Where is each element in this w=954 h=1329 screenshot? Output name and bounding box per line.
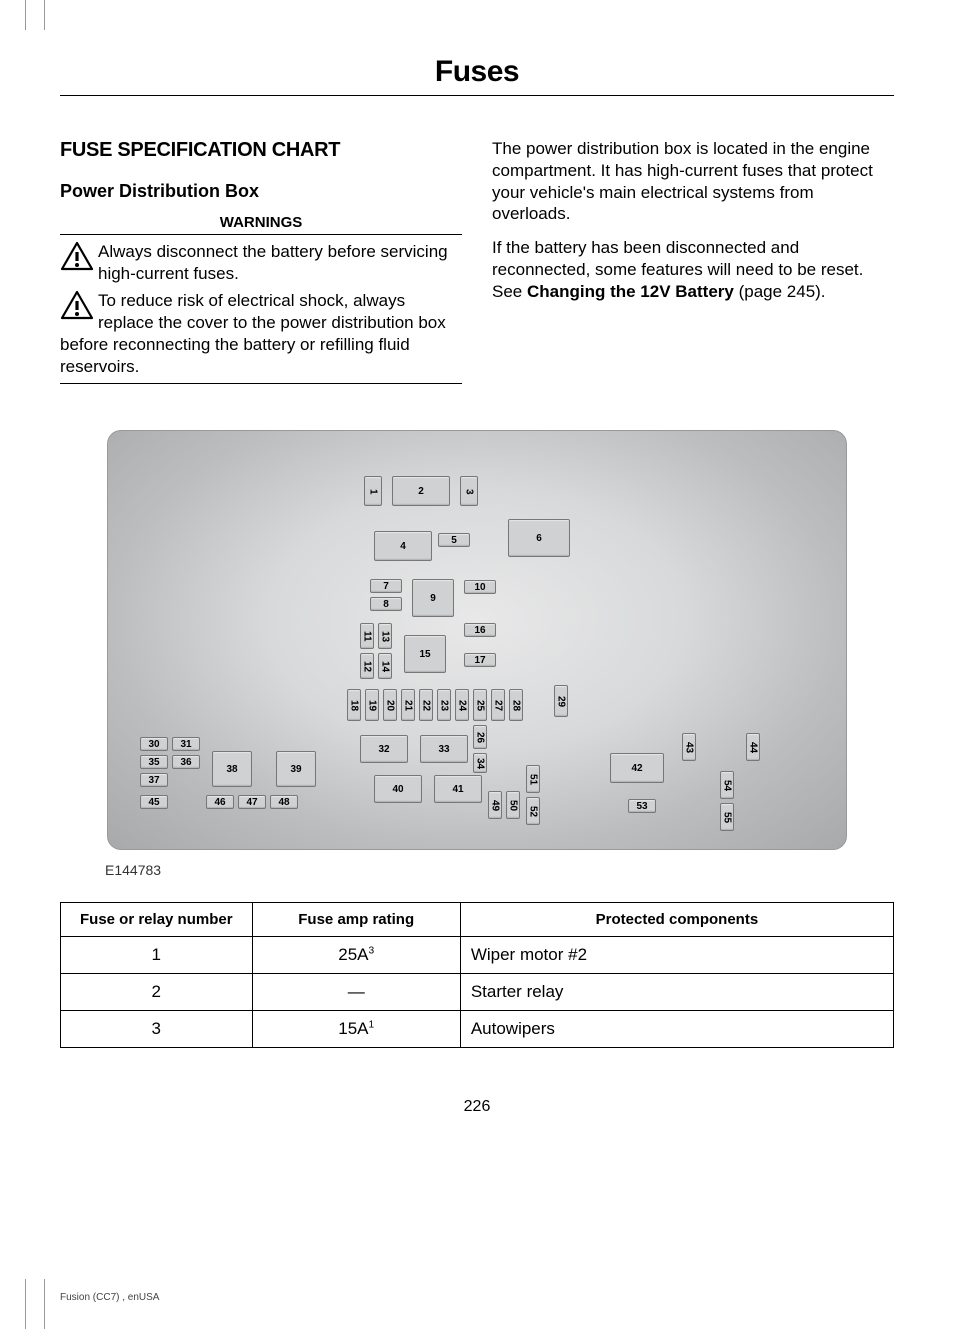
fuse-slot-34: 34 [473, 753, 487, 773]
fuse-slot-17: 17 [464, 653, 496, 667]
fuse-slot-26: 26 [473, 725, 487, 749]
right-column: The power distribution box is located in… [492, 138, 894, 384]
cross-reference-link[interactable]: Changing the 12V Battery [527, 282, 734, 301]
fuse-slot-3: 3 [460, 476, 478, 506]
fuse-slot-6: 6 [508, 519, 570, 557]
table-header-cell: Fuse or relay number [61, 903, 253, 937]
fuse-slot-15: 15 [404, 635, 446, 673]
fuse-slot-19: 19 [365, 689, 379, 721]
warning-triangle-icon [60, 241, 94, 271]
warnings-label: WARNINGS [60, 213, 462, 235]
fuse-slot-5: 5 [438, 533, 470, 547]
fuse-slot-22: 22 [419, 689, 433, 721]
fuse-slot-54: 54 [720, 771, 734, 799]
fuse-slot-27: 27 [491, 689, 505, 721]
fuse-slot-7: 7 [370, 579, 402, 593]
protected-component-cell: Autowipers [460, 1011, 893, 1048]
warnings-end-rule [60, 383, 462, 384]
fuse-slot-11: 11 [360, 623, 374, 649]
table-row: 125A3Wiper motor #2 [61, 937, 894, 974]
fuse-slot-46: 46 [206, 795, 234, 809]
fuse-specification-table: Fuse or relay number Fuse amp rating Pro… [60, 902, 894, 1048]
fuse-slot-42: 42 [610, 753, 664, 783]
warning-triangle-icon [60, 290, 94, 320]
fuse-slot-38: 38 [212, 751, 252, 787]
fuse-amp-cell: — [252, 974, 460, 1011]
fuse-diagram-section: 1236457891011131214151617181920212223242… [60, 430, 894, 878]
fuse-slot-9: 9 [412, 579, 454, 617]
fuse-slot-36: 36 [172, 755, 200, 769]
table-header-row: Fuse or relay number Fuse amp rating Pro… [61, 903, 894, 937]
warning-text: To reduce risk of electrical shock, alwa… [60, 291, 446, 375]
fuse-slot-45: 45 [140, 795, 168, 809]
chapter-title: Fuses [60, 55, 894, 96]
fuse-slot-24: 24 [455, 689, 469, 721]
fuse-slot-21: 21 [401, 689, 415, 721]
body-text: (page 245). [734, 282, 826, 301]
fuse-slot-43: 43 [682, 733, 696, 761]
fuse-slot-18: 18 [347, 689, 361, 721]
fuse-slot-52: 52 [526, 797, 540, 825]
fuse-slot-47: 47 [238, 795, 266, 809]
fuse-slot-41: 41 [434, 775, 482, 803]
table-row: 315A1Autowipers [61, 1011, 894, 1048]
fuse-slot-51: 51 [526, 765, 540, 793]
fuse-box-diagram: 1236457891011131214151617181920212223242… [107, 430, 847, 850]
warning-text: Always disconnect the battery before ser… [98, 242, 448, 283]
fuse-slot-29: 29 [554, 685, 568, 717]
warning-item: To reduce risk of electrical shock, alwa… [60, 290, 462, 377]
fuse-slot-28: 28 [509, 689, 523, 721]
table-row: 2—Starter relay [61, 974, 894, 1011]
fuse-slot-37: 37 [140, 773, 168, 787]
body-paragraph: If the battery has been disconnected and… [492, 237, 894, 302]
fuse-slot-55: 55 [720, 803, 734, 831]
fuse-slot-10: 10 [464, 580, 496, 594]
body-paragraph: The power distribution box is located in… [492, 138, 894, 225]
footer-text: Fusion (CC7) , enUSA [60, 1292, 159, 1303]
table-header-cell: Fuse amp rating [252, 903, 460, 937]
warning-item: Always disconnect the battery before ser… [60, 241, 462, 285]
fuse-slot-8: 8 [370, 597, 402, 611]
fuse-slot-40: 40 [374, 775, 422, 803]
fuse-slot-13: 13 [378, 623, 392, 649]
fuse-slot-50: 50 [506, 791, 520, 819]
fuse-slot-53: 53 [628, 799, 656, 813]
fuse-slot-2: 2 [392, 476, 450, 506]
fuse-slot-44: 44 [746, 733, 760, 761]
diagram-id-label: E144783 [105, 862, 894, 878]
fuse-slot-4: 4 [374, 531, 432, 561]
fuse-amp-cell: 25A3 [252, 937, 460, 974]
page-number: 226 [60, 1098, 894, 1116]
fuse-slot-35: 35 [140, 755, 168, 769]
fuse-amp-cell: 15A1 [252, 1011, 460, 1048]
page-crop-mark-bottom [25, 1279, 45, 1329]
two-column-layout: FUSE SPECIFICATION CHART Power Distribut… [60, 138, 894, 384]
fuse-slot-33: 33 [420, 735, 468, 763]
fuse-slot-30: 30 [140, 737, 168, 751]
fuse-number-cell: 2 [61, 974, 253, 1011]
fuse-slot-23: 23 [437, 689, 451, 721]
fuse-slot-16: 16 [464, 623, 496, 637]
fuse-slot-48: 48 [270, 795, 298, 809]
subsection-heading: Power Distribution Box [60, 180, 462, 203]
fuse-slot-49: 49 [488, 791, 502, 819]
fuse-slot-39: 39 [276, 751, 316, 787]
fuse-slot-32: 32 [360, 735, 408, 763]
fuse-slot-25: 25 [473, 689, 487, 721]
fuse-slot-1: 1 [364, 476, 382, 506]
fuse-slot-20: 20 [383, 689, 397, 721]
fuse-slot-12: 12 [360, 653, 374, 679]
protected-component-cell: Wiper motor #2 [460, 937, 893, 974]
fuse-slot-31: 31 [172, 737, 200, 751]
protected-component-cell: Starter relay [460, 974, 893, 1011]
left-column: FUSE SPECIFICATION CHART Power Distribut… [60, 138, 462, 384]
fuse-number-cell: 3 [61, 1011, 253, 1048]
section-heading: FUSE SPECIFICATION CHART [60, 138, 462, 164]
fuse-slot-14: 14 [378, 653, 392, 679]
table-header-cell: Protected components [460, 903, 893, 937]
fuse-number-cell: 1 [61, 937, 253, 974]
page-crop-mark-top [25, 0, 45, 30]
